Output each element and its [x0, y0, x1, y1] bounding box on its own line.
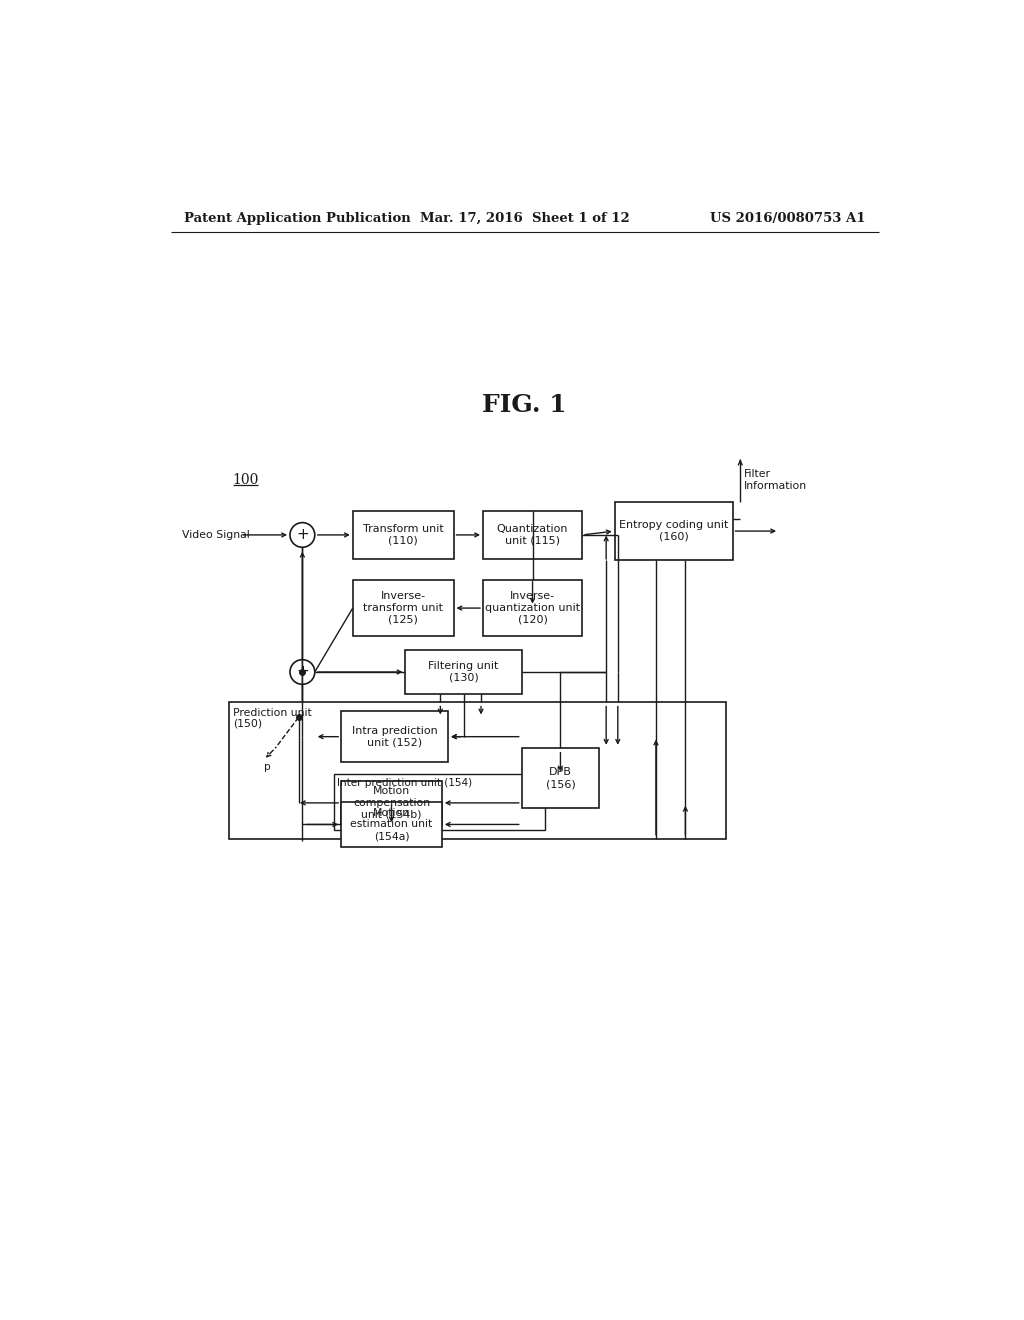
Bar — [614, 502, 732, 560]
Text: (150): (150) — [233, 718, 262, 729]
Bar — [352, 581, 454, 636]
Text: p: p — [264, 763, 270, 772]
Text: Mar. 17, 2016  Sheet 1 of 12: Mar. 17, 2016 Sheet 1 of 12 — [420, 213, 630, 224]
Text: Motion
compensation
unit (154b): Motion compensation unit (154b) — [353, 787, 430, 820]
Text: +: + — [296, 664, 309, 680]
Bar — [483, 511, 583, 558]
Text: FIG. 1: FIG. 1 — [482, 393, 567, 417]
Text: Transform unit
(110): Transform unit (110) — [362, 524, 443, 545]
Text: Motion
estimation unit
(154a): Motion estimation unit (154a) — [350, 808, 432, 841]
Text: 100: 100 — [232, 474, 259, 487]
Bar — [406, 649, 521, 694]
Text: Inverse-
quantization unit
(120): Inverse- quantization unit (120) — [485, 591, 581, 624]
Text: Filtering unit
(130): Filtering unit (130) — [428, 661, 499, 682]
Text: Inverse-
transform unit
(125): Inverse- transform unit (125) — [364, 591, 443, 624]
Bar — [334, 775, 545, 830]
Bar — [352, 511, 454, 558]
Text: Quantization
unit (115): Quantization unit (115) — [497, 524, 568, 545]
Text: Patent Application Publication: Patent Application Publication — [183, 213, 411, 224]
Text: Entropy coding unit
(160): Entropy coding unit (160) — [618, 520, 728, 543]
Text: US 2016/0080753 A1: US 2016/0080753 A1 — [711, 213, 866, 224]
Text: Filter
Information: Filter Information — [744, 470, 807, 491]
Text: +: + — [296, 528, 309, 543]
Bar — [483, 581, 583, 636]
Text: Prediction unit: Prediction unit — [233, 708, 312, 718]
Bar — [521, 748, 599, 808]
Text: Inter prediction unit (154): Inter prediction unit (154) — [337, 777, 472, 788]
Text: Intra prediction
unit (152): Intra prediction unit (152) — [351, 726, 437, 747]
Bar — [341, 711, 449, 762]
Bar — [228, 702, 726, 840]
Text: Video Signal: Video Signal — [182, 529, 250, 540]
Bar — [341, 803, 442, 847]
Text: DPB
(156): DPB (156) — [546, 767, 575, 789]
Bar — [341, 780, 442, 825]
